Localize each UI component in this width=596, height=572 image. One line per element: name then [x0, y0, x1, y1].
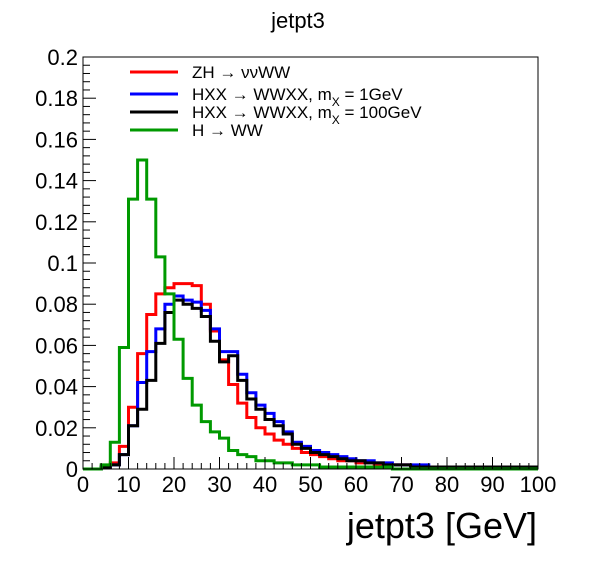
- legend-entry-0: ZH → ννWW: [192, 63, 290, 82]
- x-tick-label: 80: [435, 472, 459, 497]
- y-tick-label: 0.08: [35, 292, 78, 317]
- y-tick-label: 0: [66, 457, 78, 482]
- legend-entry-3: H → WW: [192, 121, 263, 140]
- series-layer: [83, 158, 538, 471]
- x-tick-label: 0: [77, 472, 89, 497]
- series-line-1: [83, 294, 538, 471]
- x-tick-label: 50: [298, 472, 322, 497]
- legend-entry-1: HXX → WWXX, mX = 1GeV: [192, 85, 403, 109]
- x-tick-label: 30: [207, 472, 231, 497]
- x-axis-title: jetpt3 [GeV]: [346, 505, 537, 546]
- x-tick-label: 100: [520, 472, 557, 497]
- x-tick-label: 60: [344, 472, 368, 497]
- x-tick-label: 10: [116, 472, 140, 497]
- axis-layer: 0 10 20 30 40 50 60 70 80 90 100 0 0.02 0.04 0.06 0.08 0…: [35, 45, 556, 497]
- x-tick-label: 40: [253, 472, 277, 497]
- y-tick-label: 0.1: [47, 251, 78, 276]
- y-tick-label: 0.2: [47, 45, 78, 70]
- series-line-0: [83, 282, 538, 471]
- chart-title: jetpt3: [270, 8, 325, 33]
- y-tick-label: 0.06: [35, 333, 78, 358]
- y-tick-label: 0.02: [35, 416, 78, 441]
- legend-entry-2: HXX → WWXX, mX = 100GeV: [192, 103, 422, 127]
- x-tick-label: 20: [162, 472, 186, 497]
- x-tick-label: 70: [389, 472, 413, 497]
- y-tick-label: 0.16: [35, 127, 78, 152]
- y-tick-label: 0.04: [35, 375, 78, 400]
- x-tick-label: 90: [480, 472, 504, 497]
- y-tick-label: 0.14: [35, 169, 78, 194]
- series-line-2: [83, 298, 538, 471]
- y-tick-label: 0.18: [35, 86, 78, 111]
- y-tick-label: 0.12: [35, 210, 78, 235]
